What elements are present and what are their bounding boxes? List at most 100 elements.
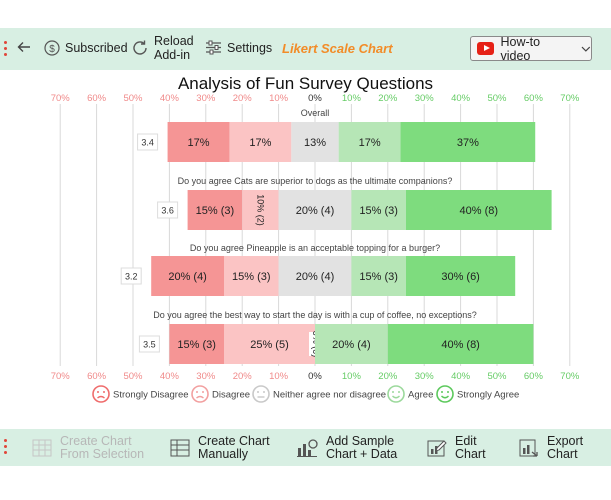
edit-label-1: Edit — [455, 434, 477, 448]
chevron-down-icon — [581, 46, 591, 52]
subscribed-button[interactable]: $ Subscribed — [44, 40, 128, 56]
edit-chart-button[interactable]: Edit Chart — [427, 435, 486, 461]
axis-tick-bottom: 20% — [233, 371, 253, 382]
likert-segment — [151, 256, 224, 296]
axis-tick-top: 30% — [196, 93, 216, 104]
segment-label: 15% (3) — [359, 205, 398, 217]
reload-label-2: Add-in — [154, 48, 191, 62]
subscribed-label: Subscribed — [65, 41, 128, 55]
face-eye — [447, 391, 449, 393]
segment-label: 15% (3) — [232, 271, 271, 283]
score-box — [137, 133, 159, 151]
likert-segment — [351, 256, 406, 296]
settings-label: Settings — [227, 40, 273, 55]
back-button[interactable] — [17, 40, 31, 54]
chart-title: Analysis of Fun Survey Questions — [177, 74, 434, 93]
likert-segment — [291, 122, 339, 162]
add-sample-label-1: Add Sample — [326, 434, 395, 448]
likert-segment — [406, 256, 516, 296]
axis-tick-bottom: 10% — [269, 371, 289, 382]
axis-tick-top: 40% — [451, 93, 471, 104]
howto-video-dropdown[interactable]: How-to video — [470, 34, 592, 63]
likert-segment — [224, 256, 279, 296]
segment-label: 17% — [249, 137, 271, 149]
axis-tick-bottom: 40% — [451, 371, 471, 382]
face-mouth — [196, 395, 204, 399]
score-value: 3.4 — [141, 138, 154, 148]
score-box — [120, 267, 142, 285]
axis-tick-top: 10% — [269, 93, 289, 104]
segment-label: 25% (5) — [250, 339, 289, 351]
axis-tick-top: 20% — [233, 93, 253, 104]
reload-icon — [133, 40, 147, 55]
table-icon — [32, 439, 52, 457]
likert-segment — [387, 324, 534, 364]
score-box — [138, 335, 160, 353]
axis-tick-bottom: 20% — [378, 371, 398, 382]
segment-label: 15% (3) — [359, 271, 398, 283]
sad-face-icon — [92, 385, 110, 403]
face-mouth — [441, 395, 449, 399]
axis-tick-bottom: 0% — [308, 371, 322, 382]
segment-label: 40% (8) — [460, 205, 499, 217]
axis-tick-top: 70% — [560, 93, 580, 104]
segment-label: 20% (4) — [296, 205, 335, 217]
neutral-face-icon — [252, 385, 270, 403]
create-manual-label-2: Manually — [198, 447, 249, 461]
segment-label: 13% — [304, 137, 326, 149]
drag-grip-icon[interactable] — [4, 41, 7, 56]
create-manual-label-1: Create Chart — [198, 434, 270, 448]
sample-chart-icon — [297, 439, 318, 457]
export-chart-icon — [519, 439, 538, 457]
score-value: 3.5 — [143, 340, 156, 350]
likert-segment — [169, 324, 224, 364]
axis-tick-bottom: 70% — [560, 371, 580, 382]
axis-tick-top: 50% — [123, 93, 143, 104]
face-eye — [398, 391, 400, 393]
score-box — [157, 201, 179, 219]
question-label: Do you agree Cats are superior to dogs a… — [178, 176, 453, 186]
likert-chart: 70% 70% 60% 60% 50% 50% 40% 40% 30% 30% 20% 20% 10% 1… — [51, 93, 580, 403]
add-sample-button[interactable]: Add Sample Chart + Data — [296, 435, 397, 461]
axis-tick-bottom: 70% — [51, 371, 71, 382]
create-from-selection-button[interactable]: Create Chart From Selection — [32, 435, 144, 461]
export-chart-button[interactable]: Export Chart — [519, 435, 583, 461]
howto-label: How-to video — [500, 34, 541, 63]
segment-label: 15% (3) — [177, 339, 216, 351]
segment-label: 20% (4) — [296, 271, 335, 283]
axis-tick-top: 70% — [51, 93, 71, 104]
likert-segment — [278, 256, 352, 296]
segment-label: 30% (6) — [441, 271, 480, 283]
reload-addin-button[interactable]: Reload Add-in — [131, 34, 194, 62]
create-selection-label-2: From Selection — [60, 447, 145, 461]
likert-segment — [187, 190, 243, 230]
happy-face-icon — [387, 385, 405, 403]
likert-segment — [242, 190, 279, 230]
face-mouth — [97, 395, 105, 399]
brand-label: Likert Scale Chart — [282, 41, 393, 56]
axis-tick-bottom: 40% — [160, 371, 180, 382]
face-eye — [257, 391, 259, 393]
face-eye — [441, 391, 443, 393]
drag-grip-icon[interactable] — [4, 439, 7, 454]
axis-tick-bottom: 60% — [87, 371, 107, 382]
segment-label: 17% — [188, 137, 210, 149]
sad-face-icon — [191, 385, 209, 403]
legend-label: Strongly Disagree — [113, 390, 189, 401]
sliders-icon — [206, 40, 221, 55]
axis-tick-bottom: 60% — [524, 371, 544, 382]
likert-segment — [167, 122, 230, 162]
svg-text:$: $ — [49, 44, 55, 55]
segment-label: 20% (4) — [332, 339, 371, 351]
create-manually-button[interactable]: Create Chart Manually — [170, 435, 270, 461]
axis-tick-bottom: 50% — [123, 371, 143, 382]
axis-tick-bottom: 10% — [342, 371, 362, 382]
reload-label-1: Reload — [154, 34, 194, 48]
axis-tick-bottom: 30% — [196, 371, 216, 382]
likert-segment — [315, 324, 388, 364]
axis-tick-top: 30% — [415, 93, 435, 104]
segment-label: 20% (4) — [168, 271, 207, 283]
edit-chart-icon — [427, 440, 447, 457]
arrow-left-icon — [17, 42, 30, 52]
settings-button[interactable]: Settings — [205, 40, 272, 55]
